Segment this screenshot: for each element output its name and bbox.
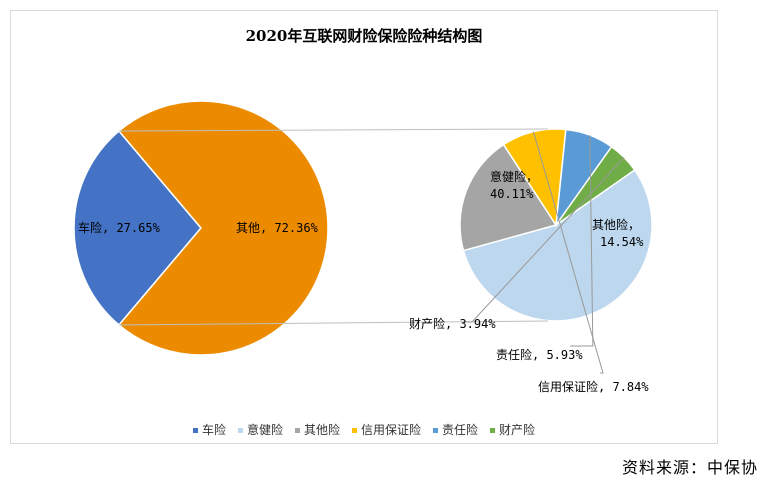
- sub-pie-slice-1: [459, 143, 558, 252]
- source-note: 资料来源：中保协: [621, 458, 758, 477]
- sub-pie-label-3: 责任险, 5.93%: [496, 347, 583, 362]
- legend-item: 车险: [192, 421, 226, 438]
- sub-pie-slice-0: [462, 168, 653, 322]
- main-pie-slice-1: [117, 100, 329, 356]
- legend-swatch: [352, 428, 357, 433]
- sub-pie-label-4: 财产险, 3.94%: [409, 316, 496, 331]
- sub-pie-label-0: 意健险，: [490, 169, 538, 184]
- legend-item: 其他险: [294, 421, 340, 438]
- sub-pie-label-1: 其他险，: [592, 217, 640, 232]
- legend-item: 信用保证险: [352, 421, 421, 438]
- leader-line-4: [466, 157, 625, 323]
- connector-line-0: [118, 128, 549, 132]
- legend-item: 意健险: [237, 421, 283, 438]
- legend-swatch: [192, 428, 198, 433]
- legend-swatch: [433, 428, 439, 433]
- legend-swatch: [294, 428, 300, 433]
- legend-swatch: [490, 428, 496, 433]
- legend-label: 意健险: [246, 423, 283, 437]
- legend-swatch: [237, 428, 243, 433]
- legend-label: 财产险: [499, 423, 536, 437]
- main-pie-slice-0: [73, 129, 202, 327]
- sub-pie-label-2: 信用保证险, 7.84%: [538, 379, 649, 394]
- legend-label: 其他险: [303, 423, 340, 437]
- chart-title: 2020年互联网财险保险险种结构图: [245, 27, 483, 45]
- main-pie-label-1: 其他, 72.36%: [236, 221, 319, 235]
- sub-pie-label-1: 14.54%: [600, 235, 644, 249]
- legend-label: 责任险: [442, 423, 479, 437]
- sub-pie-label-0: 40.11%: [490, 187, 534, 201]
- main-pie-label-0: 车险, 27.65%: [78, 220, 161, 235]
- leader-line-2: [532, 131, 604, 374]
- legend-item: 责任险: [433, 421, 478, 438]
- legend-item: 财产险: [490, 421, 535, 438]
- leader-line-3: [570, 135, 594, 347]
- legend-label: 车险: [201, 423, 226, 437]
- chart-legend: 车险 意健险 其他险 信用保证险 责任险 财产险: [11, 421, 717, 438]
- legend-label: 信用保证险: [361, 423, 422, 437]
- connector-line-1: [118, 320, 549, 326]
